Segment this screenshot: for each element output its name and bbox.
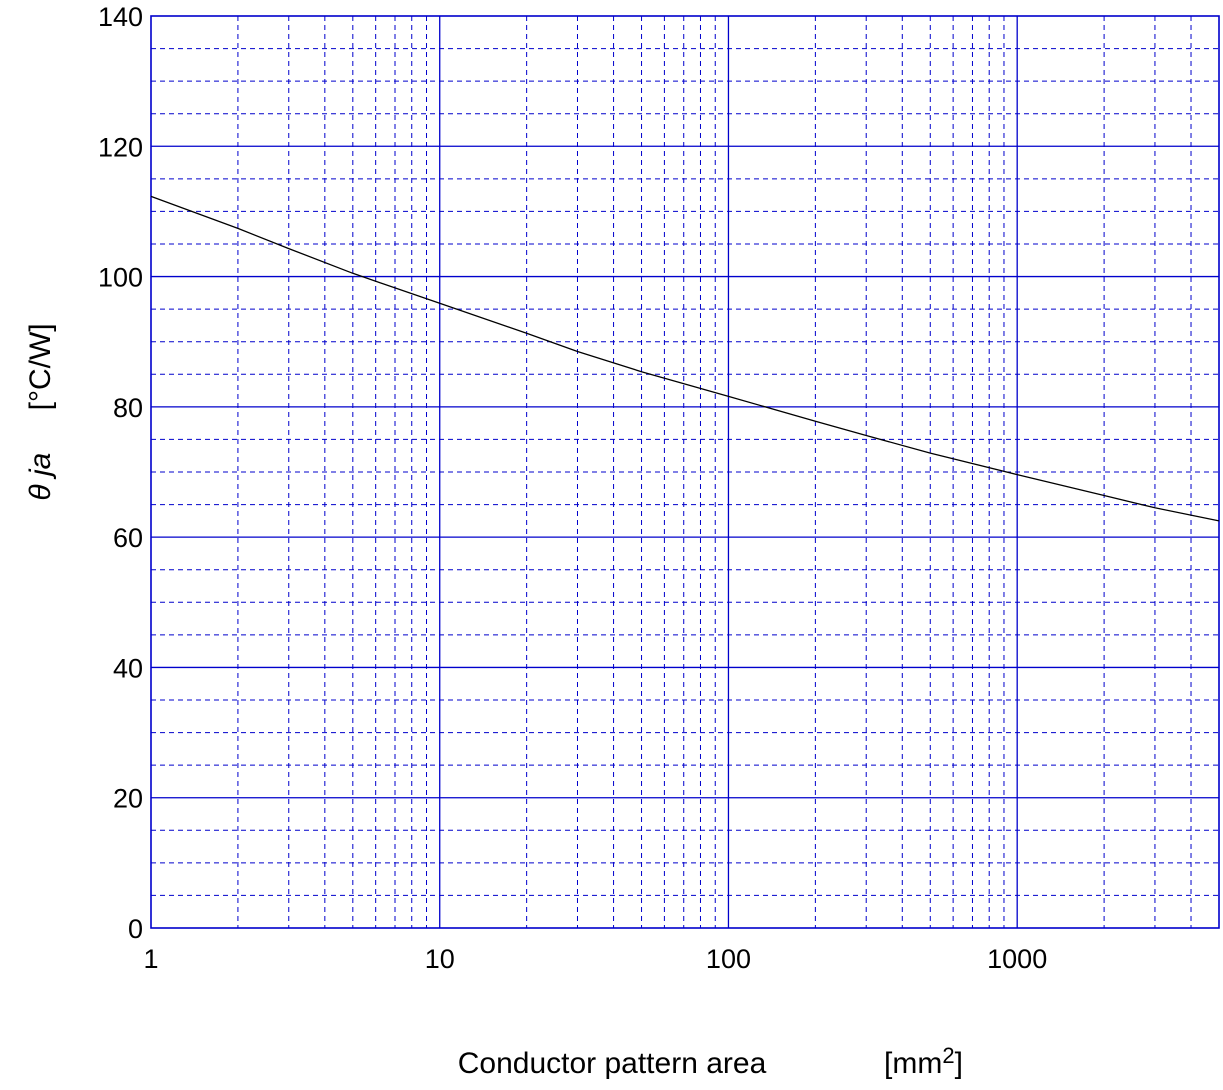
series-line <box>150 195 1220 522</box>
x-tick-label: 1 <box>143 944 158 974</box>
y-tick-label: 80 <box>113 393 143 423</box>
x-tick-label: 1000 <box>987 944 1047 974</box>
y-tick-label: 40 <box>113 653 143 683</box>
y-tick-label: 100 <box>98 263 143 293</box>
x-tick-label: 10 <box>425 944 455 974</box>
x-tick-labels: 1 10 100 1000 <box>143 944 1047 974</box>
y-tick-label: 140 <box>98 2 143 32</box>
y-tick-label: 20 <box>113 784 143 814</box>
x-axis-label: Conductor pattern area <box>458 1047 767 1080</box>
y-tick-label: 0 <box>128 914 143 944</box>
x-axis-unit: [mm2] <box>884 1043 963 1080</box>
y-tick-labels: 0 20 40 60 80 100 120 140 <box>98 2 143 944</box>
y-axis-symbol: θ ja <box>24 453 57 501</box>
y-tick-label: 60 <box>113 523 143 553</box>
grid <box>151 16 1219 928</box>
plot-frame <box>150 15 1220 929</box>
y-tick-label: 120 <box>98 132 143 162</box>
y-axis-unit: [°C/W] <box>24 323 57 410</box>
svg-text:θ ja [°C/W]: θ ja [°C/W] <box>24 323 57 500</box>
x-tick-label: 100 <box>706 944 751 974</box>
y-axis-label: θ ja [°C/W] <box>24 323 57 500</box>
